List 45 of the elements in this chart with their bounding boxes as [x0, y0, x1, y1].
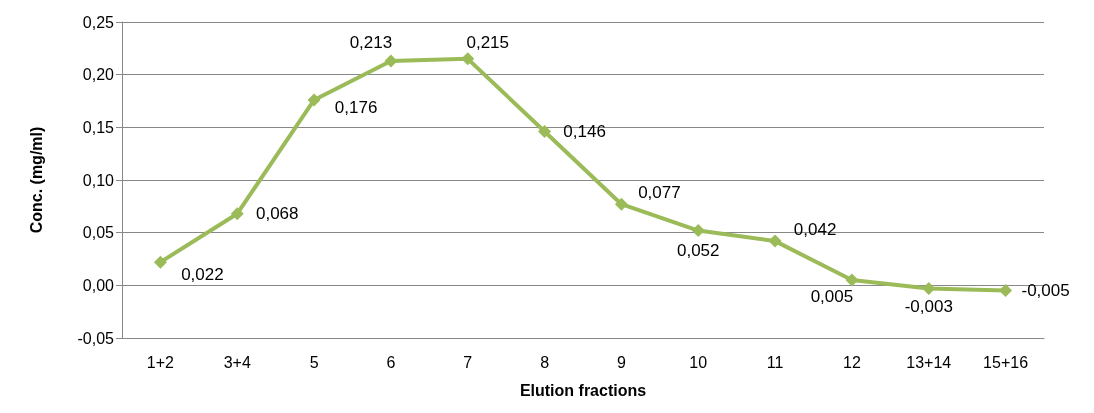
x-tick-label: 1+2 — [146, 353, 175, 371]
y-tick-label: 0,25 — [82, 13, 115, 31]
data-label: -0,005 — [1021, 281, 1070, 301]
data-label: 0,005 — [810, 286, 854, 306]
x-tick-label: 9 — [616, 353, 626, 371]
point — [384, 54, 398, 68]
point — [461, 52, 475, 66]
point — [768, 234, 782, 248]
x-tick-label: 7 — [463, 353, 473, 371]
x-tick-label: 12 — [843, 353, 861, 371]
y-tick-label: 0,20 — [82, 66, 115, 84]
x-tick-label: 6 — [386, 353, 396, 371]
point — [845, 273, 859, 287]
x-tick-label: 3+4 — [223, 353, 251, 371]
point — [999, 284, 1013, 298]
x-tick-label: 5 — [309, 353, 319, 371]
data-label: 0,042 — [793, 219, 837, 239]
data-label: 0,146 — [563, 122, 606, 142]
data-label: 0,213 — [349, 33, 393, 53]
point — [307, 93, 321, 107]
point — [922, 281, 936, 295]
data-label: 0,176 — [334, 98, 378, 118]
point — [614, 197, 628, 211]
data-label: 0,077 — [638, 182, 681, 202]
x-axis-title: Elution fractions — [519, 381, 647, 399]
point — [153, 255, 167, 269]
x-tick-label: 11 — [766, 353, 784, 371]
point — [538, 125, 552, 139]
data-label: 0,215 — [466, 33, 510, 53]
x-tick-label: 8 — [540, 353, 550, 371]
data-label: 0,052 — [676, 241, 720, 261]
data-label: -0,003 — [904, 296, 953, 316]
point — [691, 224, 705, 238]
y-tick-label: 0,10 — [82, 171, 115, 189]
y-tick-label: 0,00 — [82, 276, 115, 294]
x-tick-label: 15+16 — [983, 353, 1029, 371]
y-tick-label: -0,05 — [77, 329, 115, 347]
y-axis-title: Conc. (mg/ml) — [27, 126, 45, 234]
point — [230, 207, 244, 221]
y-tick-label: 0,15 — [82, 118, 115, 136]
x-tick-label: 10 — [689, 353, 708, 371]
y-tick-label: 0,05 — [82, 224, 115, 242]
data-label: 0,068 — [255, 204, 299, 224]
x-tick-label: 13+14 — [906, 353, 952, 371]
data-label: 0,022 — [181, 264, 224, 284]
